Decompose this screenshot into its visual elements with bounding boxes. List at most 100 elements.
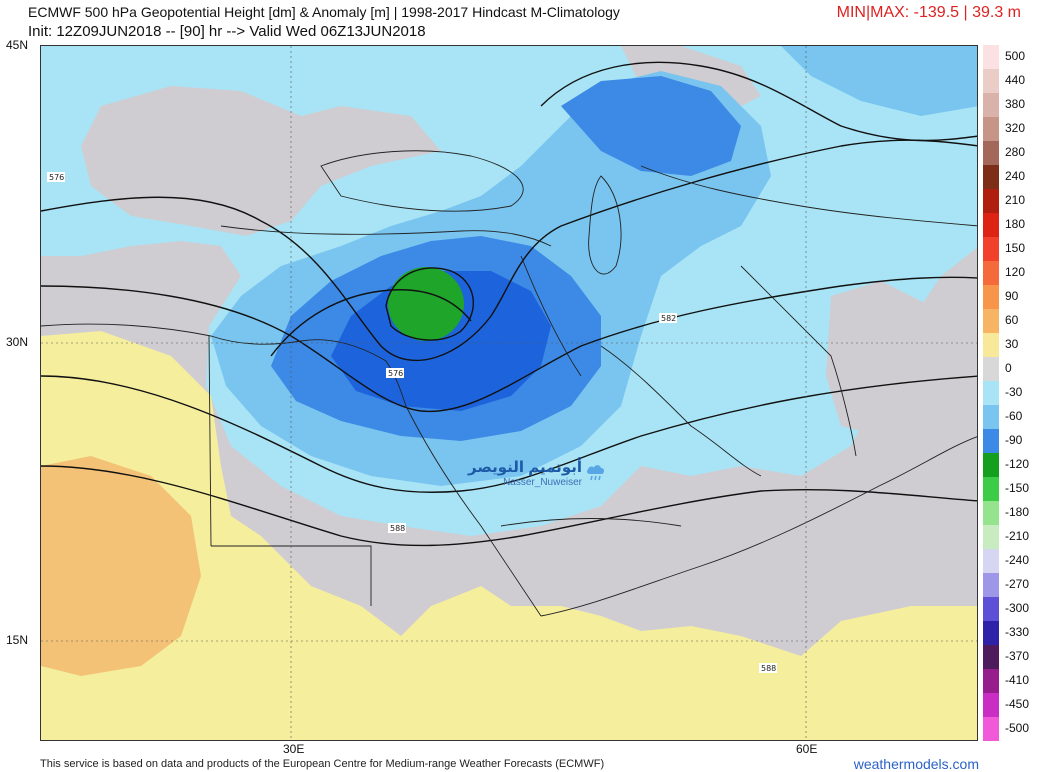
legend-swatch	[983, 189, 999, 213]
legend-entry: -410	[981, 669, 1037, 693]
legend-swatch	[983, 357, 999, 381]
legend-swatch	[983, 69, 999, 93]
coastline-black-sea	[320, 150, 524, 212]
legend-entry: 210	[981, 189, 1037, 213]
legend-entry: -210	[981, 525, 1037, 549]
legend-entry: 120	[981, 261, 1037, 285]
legend-entry: -90	[981, 429, 1037, 453]
legend-swatch	[983, 693, 999, 717]
legend-label: -450	[1005, 697, 1030, 711]
border-saudi-yemen	[500, 518, 682, 527]
lat-label-15n: 15N	[6, 633, 29, 647]
init-valid-time: Init: 12Z09JUN2018 -- [90] hr --> Valid …	[28, 23, 426, 40]
legend-swatch	[983, 477, 999, 501]
height-contour-594	[41, 465, 977, 547]
border-sudan	[211, 545, 372, 606]
legend-label: -150	[1005, 481, 1030, 495]
legend-label: 60	[1005, 313, 1019, 327]
legend-entry: -120	[981, 453, 1037, 477]
legend-entry: 380	[981, 93, 1037, 117]
legend-entry: 280	[981, 141, 1037, 165]
height-contour-588	[41, 375, 977, 493]
border-central-asia	[640, 165, 977, 227]
legend-label: 280	[1005, 145, 1026, 159]
legend-label: -270	[1005, 577, 1030, 591]
legend-label: -410	[1005, 673, 1030, 687]
legend-label: -60	[1005, 409, 1023, 423]
legend-swatch	[983, 669, 999, 693]
map-title: ECMWF 500 hPa Geopotential Height [dm] &…	[28, 4, 620, 20]
border-turkey	[220, 225, 552, 247]
legend-swatch	[983, 285, 999, 309]
legend-swatch	[983, 405, 999, 429]
legend-label: 0	[1005, 361, 1012, 375]
contour-label: 582	[661, 314, 676, 323]
author-watermark: أبوتميم النويصر Nasser_Nuweiser	[468, 458, 610, 494]
lon-label-30e: 30E	[283, 742, 305, 756]
legend-label: 30	[1005, 337, 1019, 351]
height-contour-trough	[270, 289, 472, 357]
legend-entry: -180	[981, 501, 1037, 525]
legend-swatch	[983, 717, 999, 741]
legend-entry: 150	[981, 237, 1037, 261]
legend-label: 210	[1005, 193, 1026, 207]
legend-swatch	[983, 45, 999, 69]
legend-label: 180	[1005, 217, 1026, 231]
legend-label: -210	[1005, 529, 1030, 543]
coastline-persian-gulf	[600, 345, 762, 477]
legend-label: -30	[1005, 385, 1023, 399]
legend-label: 240	[1005, 169, 1026, 183]
legend-entry: 60	[981, 309, 1037, 333]
legend-entry: 30	[981, 333, 1037, 357]
legend-swatch	[983, 381, 999, 405]
legend-entry: 180	[981, 213, 1037, 237]
border-egypt-libya	[208, 335, 212, 547]
legend-swatch	[983, 165, 999, 189]
legend-swatch	[983, 645, 999, 669]
lon-label-60e: 60E	[796, 742, 818, 756]
site-link[interactable]: weathermodels.com	[853, 756, 979, 772]
legend-swatch	[983, 429, 999, 453]
min-max-readout: MIN|MAX: -139.5 | 39.3 m	[836, 4, 1021, 21]
legend-swatch	[983, 309, 999, 333]
contour-label: 588	[761, 664, 776, 673]
legend-entry: -450	[981, 693, 1037, 717]
legend-label: -240	[1005, 553, 1030, 567]
coastline-mediterranean	[41, 323, 407, 407]
border-iran-iraq	[520, 255, 582, 377]
coastline-arabian-sea	[540, 436, 977, 617]
legend-label: -90	[1005, 433, 1023, 447]
anomaly-band-minus90-north	[561, 76, 741, 176]
legend-swatch	[983, 93, 999, 117]
positive-anomaly-orange	[41, 456, 201, 676]
legend-entry: 0	[981, 357, 1037, 381]
legend-swatch	[983, 117, 999, 141]
lat-label-30n: 30N	[6, 335, 29, 349]
legend-entry: 240	[981, 165, 1037, 189]
legend-entry: -60	[981, 405, 1037, 429]
legend-label: 150	[1005, 241, 1026, 255]
height-contour-576	[41, 139, 977, 362]
height-contour-582	[41, 276, 977, 413]
legend-entry: -330	[981, 621, 1037, 645]
legend-label: 500	[1005, 49, 1026, 63]
legend-swatch	[983, 501, 999, 525]
watermark-handle: Nasser_Nuweiser	[503, 477, 582, 488]
legend-swatch	[983, 333, 999, 357]
height-contour-closed-low	[385, 267, 475, 341]
legend-swatch	[983, 549, 999, 573]
legend-swatch	[983, 621, 999, 645]
cloud-rain-icon	[586, 465, 605, 481]
neutral-hole-balkans	[81, 86, 441, 236]
legend-swatch	[983, 237, 999, 261]
legend-entry: 90	[981, 285, 1037, 309]
legend-label: 90	[1005, 289, 1019, 303]
legend-entry: -150	[981, 477, 1037, 501]
anomaly-band-minus60-north	[781, 46, 977, 116]
legend-label: 440	[1005, 73, 1026, 87]
neutral-gap-sudan	[371, 551, 481, 621]
legend-label: -120	[1005, 457, 1030, 471]
legend-label: 380	[1005, 97, 1026, 111]
legend-swatch	[983, 525, 999, 549]
legend-swatch	[983, 573, 999, 597]
